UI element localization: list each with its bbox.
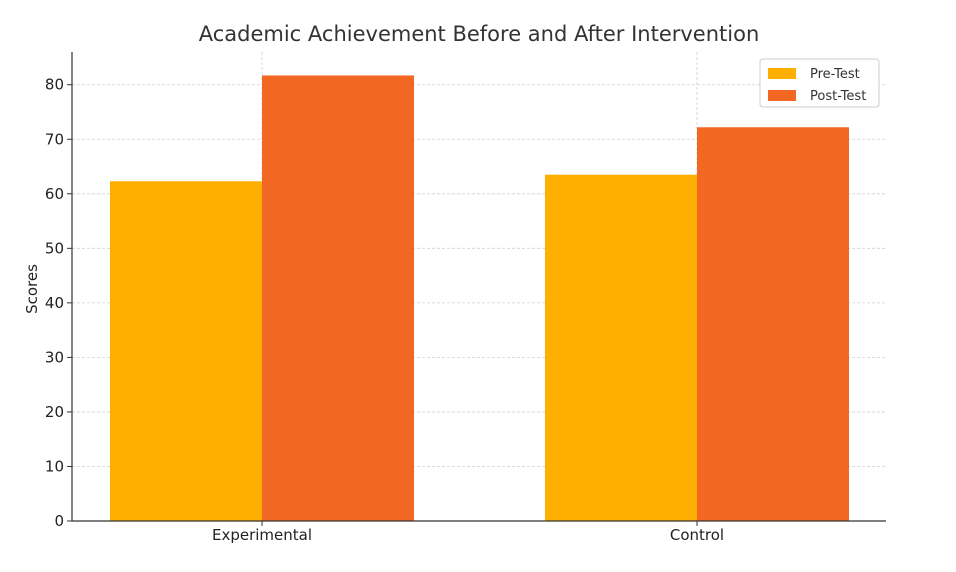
- x-tick-label: Experimental: [212, 526, 312, 544]
- y-tick-label: 80: [45, 76, 64, 94]
- y-tick-label: 0: [54, 512, 64, 530]
- y-tick-label: 60: [45, 185, 64, 203]
- y-tick-label: 40: [45, 294, 64, 312]
- legend-swatch: [768, 90, 796, 101]
- y-tick-label: 50: [45, 239, 64, 257]
- bar-pre-test-experimental: [110, 181, 262, 521]
- bar-pre-test-control: [545, 174, 697, 521]
- x-tick-label: Control: [670, 526, 724, 544]
- y-tick-label: 10: [45, 457, 64, 475]
- y-tick-label: 20: [45, 403, 64, 421]
- chart-title: Academic Achievement Before and After In…: [198, 22, 760, 46]
- legend-label: Post-Test: [810, 89, 866, 104]
- y-tick-label: 30: [45, 348, 64, 366]
- legend-swatch: [768, 68, 796, 79]
- bar-post-test-control: [697, 127, 849, 521]
- bar-post-test-experimental: [262, 75, 414, 521]
- legend-label: Pre-Test: [810, 67, 860, 82]
- y-tick-label: 70: [45, 130, 64, 148]
